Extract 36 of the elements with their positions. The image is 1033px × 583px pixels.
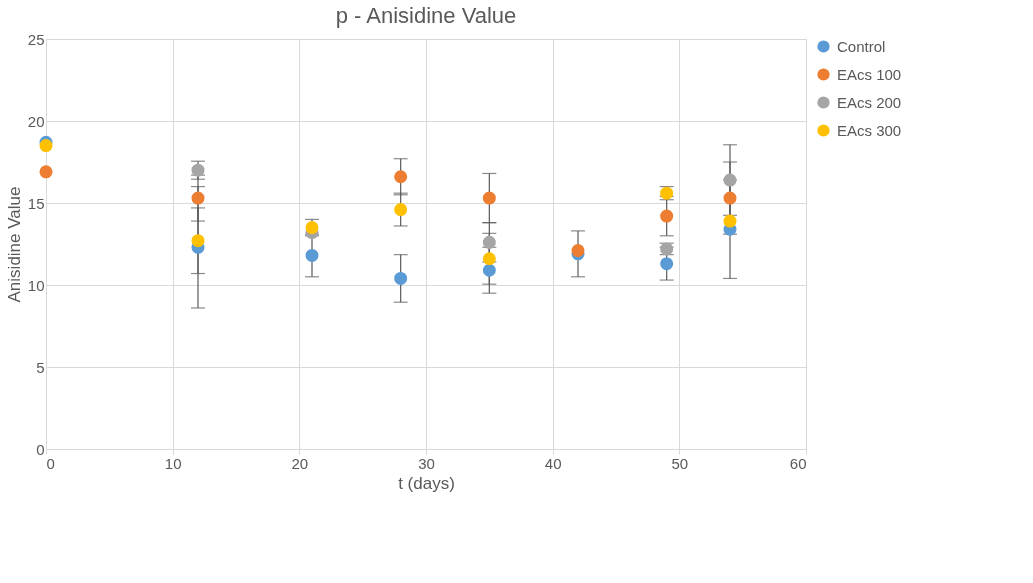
- point: [191, 234, 205, 248]
- y-tick-label: 25: [27, 30, 45, 48]
- point: [660, 209, 674, 223]
- point: [723, 214, 737, 228]
- point: [482, 263, 496, 277]
- point: [39, 139, 53, 153]
- x-tick-label: 40: [544, 454, 562, 472]
- x-axis-title: t (days): [398, 473, 455, 493]
- y-axis-title: Anisidine Value: [4, 186, 24, 303]
- x-tick-label: 60: [789, 454, 807, 472]
- point: [723, 191, 737, 205]
- chart-title: p - Anisidine Value: [335, 3, 517, 28]
- legend-label: EAcs 100: [837, 65, 902, 83]
- point: [482, 191, 496, 205]
- point: [394, 170, 408, 184]
- x-tick-label: 50: [671, 454, 689, 472]
- point: [191, 191, 205, 205]
- point: [723, 173, 737, 187]
- y-tick-label: 5: [36, 358, 45, 376]
- y-tick-label: 20: [27, 112, 45, 130]
- legend-label: Control: [837, 37, 886, 55]
- x-tick-label: 20: [291, 454, 309, 472]
- y-tick-label: 15: [27, 194, 45, 212]
- point: [394, 271, 408, 285]
- point: [394, 203, 408, 217]
- y-tick-label: 10: [27, 276, 45, 294]
- point: [305, 248, 319, 262]
- x-tick-label: 10: [164, 454, 182, 472]
- legend-label: EAcs 200: [837, 93, 902, 111]
- point: [660, 257, 674, 271]
- y-tick-label: 0: [36, 440, 45, 458]
- point: [482, 235, 496, 249]
- legend-label: EAcs 300: [837, 121, 902, 139]
- x-tick-label: 30: [418, 454, 435, 472]
- point: [482, 252, 496, 266]
- point: [39, 165, 53, 179]
